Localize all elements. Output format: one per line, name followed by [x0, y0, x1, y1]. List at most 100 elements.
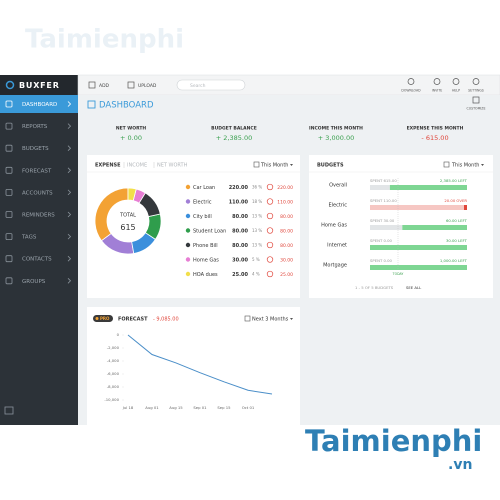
sidebar-item[interactable]: GROUPS	[22, 279, 46, 285]
expense-tab[interactable]: NET WORTH	[157, 163, 188, 169]
period-select[interactable]: This Month	[451, 163, 479, 169]
y-tick-label: -2,000	[107, 345, 120, 350]
upload-icon[interactable]	[127, 81, 135, 89]
sidebar-item[interactable]: TAGS	[21, 235, 37, 241]
collapse-icon[interactable]	[4, 406, 14, 415]
download-label[interactable]: DOWNLOAD	[401, 89, 421, 93]
help-label[interactable]: HELP	[452, 89, 460, 93]
search-box[interactable]	[176, 79, 246, 91]
period-select[interactable]: This Month	[260, 163, 288, 169]
donut-segment	[127, 187, 137, 202]
sidebar-chevron	[67, 211, 72, 218]
sidebar-item[interactable]: DASHBOARD	[22, 102, 57, 108]
invite-label[interactable]: INVITE	[432, 89, 442, 93]
caret	[290, 164, 293, 166]
see-all[interactable]: SEE ALL	[406, 285, 422, 290]
sidebar-icon	[5, 188, 13, 196]
caret	[481, 164, 484, 166]
sidebar-chevron	[67, 233, 72, 240]
expense-panel	[87, 155, 300, 298]
period-select[interactable]: Next 3 Months	[252, 316, 289, 322]
upload-button[interactable]: UPLOAD	[138, 83, 157, 89]
calendar-icon[interactable]	[244, 315, 251, 322]
budget-spent: SPENT 615.00	[370, 178, 397, 183]
summary-value: - 615.00	[421, 134, 448, 142]
summary-label: NET WORTH	[116, 126, 147, 132]
budget-name: Electric	[328, 203, 347, 209]
sidebar-chevron	[67, 145, 72, 151]
sidebar	[0, 95, 78, 425]
summary-value: + 2,385.00	[216, 134, 252, 142]
summary-label: BUDGET BALANCE	[211, 126, 257, 132]
customize-icon[interactable]	[472, 96, 480, 104]
download-icon[interactable]	[407, 78, 415, 85]
watermark-brand: Taimienphi	[305, 424, 482, 458]
expense-tab[interactable]: EXPENSE	[95, 163, 121, 169]
summary-value: + 0.00	[120, 134, 142, 142]
budget-icon	[266, 198, 274, 205]
budget-amount: 20.00 OVER	[444, 198, 467, 203]
budget-amount: 30.00 LEFT	[446, 238, 468, 243]
sidebar-chevron	[67, 123, 72, 129]
watermark-tld: .vn	[448, 457, 472, 473]
budget-bar-spent	[370, 225, 403, 230]
budget-name: Internet	[327, 243, 347, 249]
add-button[interactable]: ADD	[99, 83, 110, 89]
legend-budget: 80.00	[280, 228, 293, 234]
logo-icon	[5, 80, 15, 90]
sidebar-item[interactable]: REMINDERS	[22, 213, 55, 219]
sidebar-chevron	[67, 189, 72, 196]
sidebar-item[interactable]: CONTACTS	[22, 257, 52, 263]
customize-label[interactable]: CUSTOMIZE	[467, 107, 486, 111]
budget-name: Home Gas	[321, 223, 347, 229]
sidebar-item[interactable]: REPORTS	[22, 124, 48, 130]
budget-spent: SPENT 110.00	[370, 198, 397, 203]
budgets-title: BUDGETS	[317, 163, 344, 169]
legend-budget: 80.00	[280, 243, 293, 249]
sidebar-chevron	[67, 101, 72, 107]
budget-amount: 2,385.00 LEFT	[440, 178, 468, 183]
settings-icon[interactable]	[472, 78, 480, 85]
help-icon[interactable]	[452, 78, 460, 85]
add-icon[interactable]	[88, 81, 96, 89]
calendar-icon[interactable]	[253, 161, 260, 168]
invite-icon[interactable]	[433, 78, 441, 85]
legend-percent: 4 %	[252, 271, 260, 276]
page-title: DASHBOARD	[99, 101, 154, 111]
x-tick-label: Aug 15	[169, 405, 183, 410]
y-tick-label: -4,000	[107, 358, 120, 363]
sidebar-icon	[5, 255, 13, 263]
sidebar-icon	[5, 277, 13, 285]
budget-bar-left	[402, 225, 467, 230]
legend-percent: 13 %	[252, 228, 262, 233]
legend-name: City bill	[193, 214, 212, 220]
x-tick-label: Oct 01	[242, 405, 255, 410]
logo-area	[0, 75, 78, 95]
budget-amount: 1,000.00 LEFT	[440, 258, 468, 263]
search-placeholder[interactable]: Search	[190, 83, 206, 89]
sidebar-icon	[5, 166, 13, 174]
x-tick-label: Aug 01	[145, 405, 159, 410]
legend-name: Home Gas	[193, 257, 219, 263]
sidebar-chevron	[67, 278, 72, 284]
sidebar-item[interactable]: BUDGETS	[22, 146, 49, 152]
legend-percent: 5 %	[252, 257, 260, 262]
budget-icon	[266, 212, 274, 220]
expense-tab[interactable]: INCOME	[127, 163, 147, 169]
budget-icon	[266, 227, 274, 234]
budget-icon	[266, 256, 274, 263]
settings-label[interactable]: SETTINGS	[468, 89, 484, 93]
legend-name: HOA dues	[193, 272, 218, 278]
donut-total-label: TOTAL	[119, 213, 136, 219]
legend-amount: 80.00	[232, 228, 248, 234]
legend-budget: 220.00	[277, 185, 293, 191]
budget-bar-left	[370, 245, 467, 250]
sidebar-item[interactable]: FORECAST	[22, 168, 52, 174]
legend-amount: 25.00	[232, 272, 248, 278]
calendar-icon[interactable]	[443, 161, 450, 168]
budget-bar-over	[370, 205, 467, 210]
logo: BUXFER	[19, 81, 60, 90]
sidebar-item[interactable]: ACCOUNTS	[22, 190, 53, 196]
budget-bar-spent	[370, 185, 390, 190]
